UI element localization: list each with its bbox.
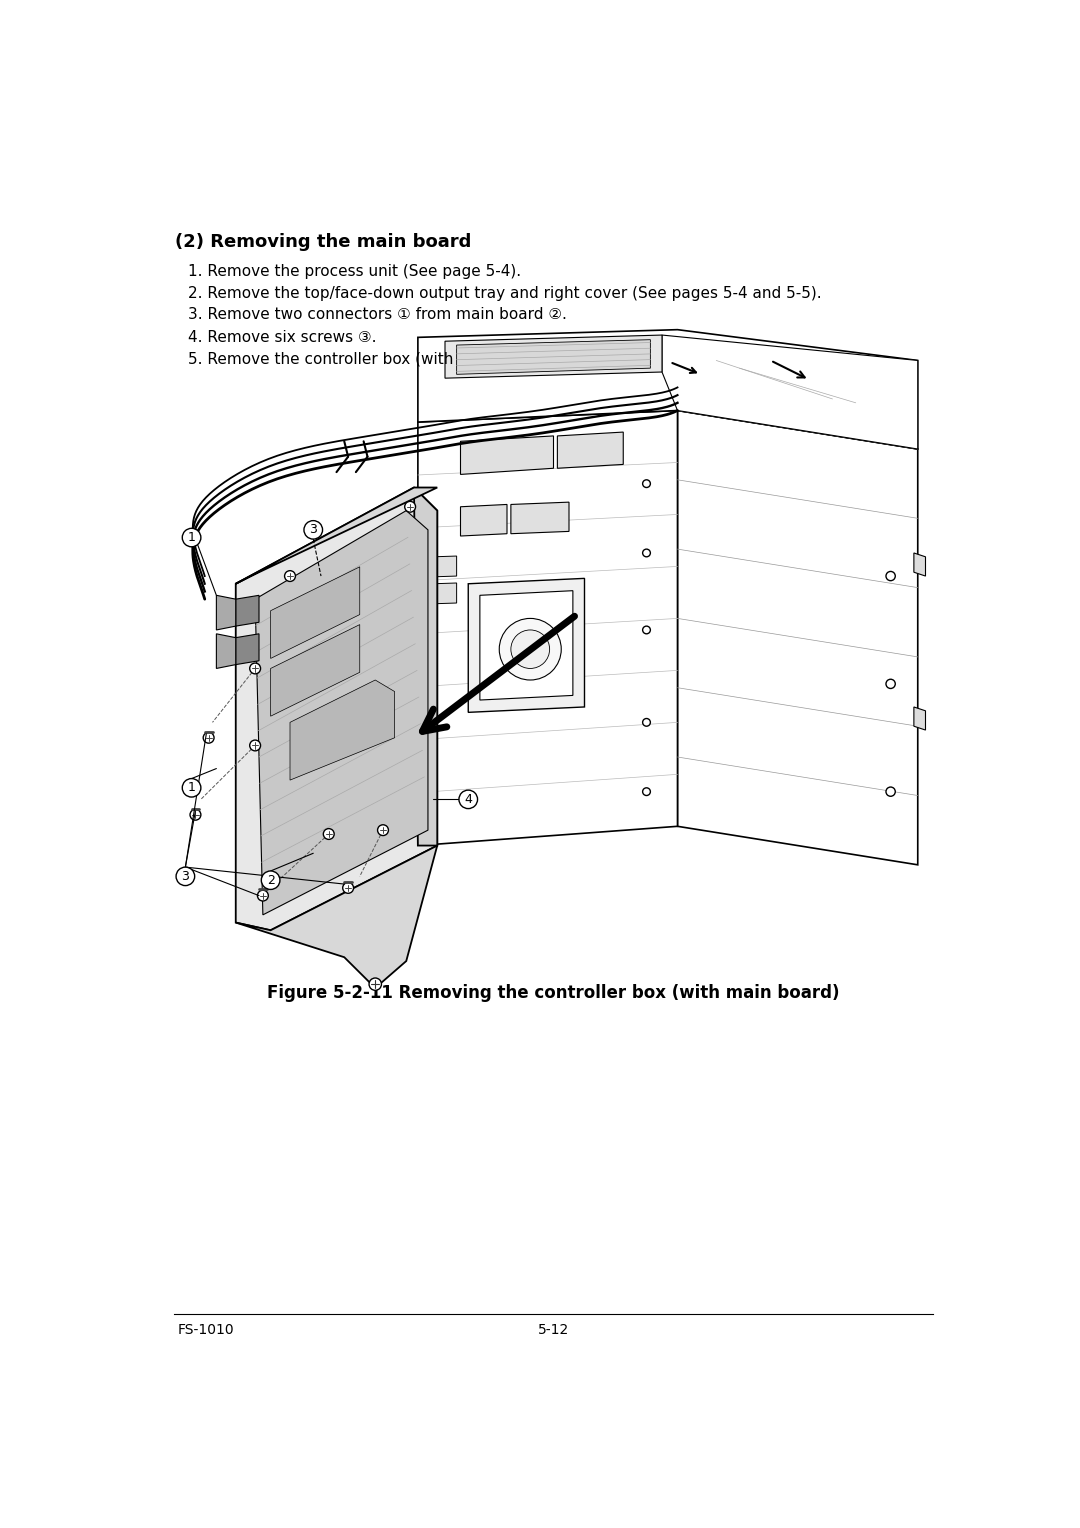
- Circle shape: [203, 732, 214, 743]
- Polygon shape: [511, 503, 569, 533]
- Circle shape: [176, 866, 194, 886]
- Polygon shape: [677, 411, 918, 865]
- Circle shape: [643, 718, 650, 726]
- Polygon shape: [662, 335, 918, 449]
- Polygon shape: [291, 680, 394, 781]
- Circle shape: [499, 619, 562, 680]
- Text: 1: 1: [188, 781, 195, 795]
- Circle shape: [323, 828, 334, 839]
- Circle shape: [886, 571, 895, 581]
- Circle shape: [378, 825, 389, 836]
- Text: 5. Remove the controller box (with main board) ④.: 5. Remove the controller box (with main …: [188, 351, 575, 367]
- Circle shape: [886, 787, 895, 796]
- Text: 3: 3: [181, 869, 189, 883]
- Text: 3. Remove two connectors ① from main board ②.: 3. Remove two connectors ① from main boa…: [188, 307, 567, 322]
- Circle shape: [369, 978, 381, 990]
- Circle shape: [303, 521, 323, 539]
- Polygon shape: [460, 504, 507, 536]
- Polygon shape: [235, 596, 259, 626]
- Circle shape: [257, 891, 268, 902]
- Polygon shape: [418, 330, 918, 449]
- Text: 3: 3: [309, 524, 318, 536]
- Circle shape: [643, 788, 650, 796]
- Polygon shape: [433, 584, 457, 604]
- Text: 5-12: 5-12: [538, 1323, 569, 1337]
- Circle shape: [284, 570, 296, 582]
- Polygon shape: [433, 556, 457, 578]
- Circle shape: [405, 501, 416, 512]
- Polygon shape: [271, 625, 360, 717]
- Circle shape: [886, 680, 895, 689]
- Text: 2. Remove the top/face-down output tray and right cover (See pages 5-4 and 5-5).: 2. Remove the top/face-down output tray …: [188, 286, 821, 301]
- Polygon shape: [235, 487, 437, 931]
- Polygon shape: [216, 596, 235, 630]
- Polygon shape: [216, 634, 235, 668]
- Circle shape: [183, 779, 201, 798]
- Polygon shape: [235, 634, 259, 665]
- Polygon shape: [480, 591, 572, 700]
- Circle shape: [511, 630, 550, 668]
- Text: Figure 5-2-11 Removing the controller box (with main board): Figure 5-2-11 Removing the controller bo…: [267, 984, 840, 1002]
- Text: 4. Remove six screws ③.: 4. Remove six screws ③.: [188, 330, 376, 345]
- Circle shape: [249, 740, 260, 750]
- Polygon shape: [460, 435, 554, 474]
- Circle shape: [342, 883, 353, 894]
- Text: (2) Removing the main board: (2) Removing the main board: [175, 234, 472, 252]
- Text: 2: 2: [267, 874, 274, 886]
- Polygon shape: [235, 845, 437, 989]
- Text: FS-1010: FS-1010: [177, 1323, 234, 1337]
- Polygon shape: [414, 487, 437, 845]
- Text: 1. Remove the process unit (See page 5-4).: 1. Remove the process unit (See page 5-4…: [188, 264, 521, 280]
- Polygon shape: [271, 567, 360, 659]
- Polygon shape: [418, 411, 677, 845]
- Circle shape: [643, 626, 650, 634]
- Text: 4: 4: [464, 793, 472, 805]
- Polygon shape: [255, 510, 428, 915]
- Polygon shape: [235, 487, 437, 584]
- Circle shape: [261, 871, 280, 889]
- Circle shape: [183, 529, 201, 547]
- Circle shape: [190, 810, 201, 821]
- Circle shape: [249, 663, 260, 674]
- Circle shape: [459, 790, 477, 808]
- Polygon shape: [914, 553, 926, 576]
- Polygon shape: [557, 432, 623, 468]
- Polygon shape: [445, 335, 662, 377]
- Circle shape: [643, 549, 650, 556]
- Polygon shape: [469, 579, 584, 712]
- Polygon shape: [914, 707, 926, 730]
- Text: 1: 1: [188, 532, 195, 544]
- Polygon shape: [457, 339, 650, 374]
- Circle shape: [643, 480, 650, 487]
